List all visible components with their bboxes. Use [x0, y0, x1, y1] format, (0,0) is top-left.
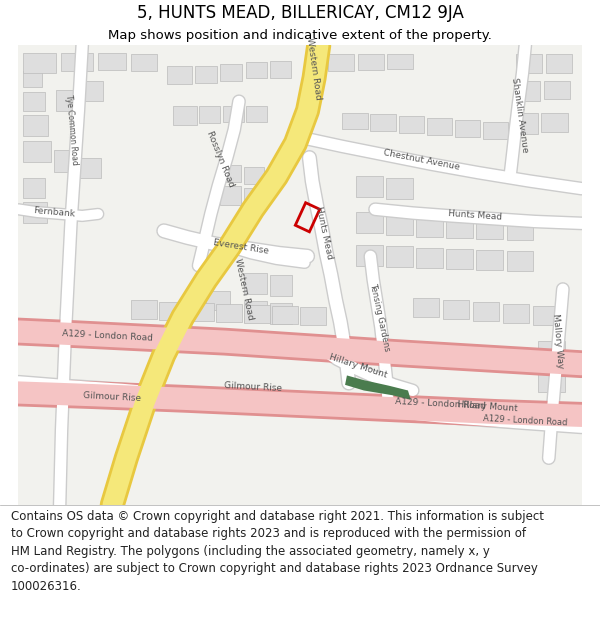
Polygon shape: [61, 52, 94, 71]
Text: Western Road: Western Road: [305, 37, 323, 100]
Polygon shape: [483, 122, 508, 139]
Polygon shape: [244, 188, 265, 206]
Polygon shape: [386, 214, 413, 234]
Polygon shape: [23, 92, 44, 111]
Text: Tensing Gardens: Tensing Gardens: [368, 282, 391, 352]
Polygon shape: [514, 81, 541, 101]
Polygon shape: [476, 249, 503, 270]
Polygon shape: [503, 304, 529, 323]
Polygon shape: [220, 186, 241, 204]
Polygon shape: [328, 54, 355, 71]
Polygon shape: [345, 376, 411, 400]
Polygon shape: [220, 64, 242, 81]
Polygon shape: [270, 61, 290, 78]
Polygon shape: [388, 54, 413, 69]
Polygon shape: [23, 202, 47, 223]
Text: Gilmour Rise: Gilmour Rise: [224, 381, 282, 392]
Text: Hillary Mount: Hillary Mount: [457, 400, 518, 413]
Polygon shape: [533, 306, 559, 325]
Text: Hunts Mead: Hunts Mead: [314, 206, 334, 260]
Polygon shape: [215, 304, 242, 322]
Polygon shape: [245, 62, 267, 78]
Text: Shanklin Avenue: Shanklin Avenue: [510, 78, 529, 154]
Polygon shape: [82, 81, 103, 101]
Polygon shape: [23, 178, 44, 198]
Polygon shape: [546, 54, 572, 73]
Text: Contains OS data © Crown copyright and database right 2021. This information is : Contains OS data © Crown copyright and d…: [11, 510, 544, 592]
Text: Hunts Mead: Hunts Mead: [448, 209, 503, 222]
Polygon shape: [272, 306, 298, 324]
Text: Western Road: Western Road: [233, 258, 254, 321]
Polygon shape: [131, 54, 157, 71]
Polygon shape: [131, 301, 157, 319]
Polygon shape: [244, 167, 265, 184]
Polygon shape: [370, 114, 396, 131]
Text: Tye Common Road: Tye Common Road: [64, 94, 79, 165]
Polygon shape: [416, 216, 443, 236]
Text: 5, HUNTS MEAD, BILLERICAY, CM12 9JA: 5, HUNTS MEAD, BILLERICAY, CM12 9JA: [137, 4, 463, 22]
Polygon shape: [446, 217, 473, 238]
Polygon shape: [54, 150, 77, 172]
Polygon shape: [244, 305, 270, 323]
Polygon shape: [23, 141, 51, 162]
Polygon shape: [342, 112, 368, 129]
Polygon shape: [159, 302, 185, 320]
Polygon shape: [195, 66, 217, 82]
Polygon shape: [79, 158, 101, 178]
Polygon shape: [173, 106, 197, 125]
Polygon shape: [358, 54, 385, 71]
Text: Mallory Way: Mallory Way: [551, 313, 565, 369]
Polygon shape: [386, 178, 413, 199]
Polygon shape: [167, 66, 192, 84]
Polygon shape: [356, 212, 383, 232]
Polygon shape: [23, 116, 49, 136]
Polygon shape: [538, 374, 565, 392]
Text: A129 - London Road: A129 - London Road: [62, 329, 153, 343]
Polygon shape: [516, 54, 542, 73]
Polygon shape: [23, 52, 56, 73]
Text: Chestnut Avenue: Chestnut Avenue: [383, 148, 461, 171]
Polygon shape: [206, 291, 230, 310]
Polygon shape: [270, 303, 292, 324]
Polygon shape: [199, 106, 220, 123]
Polygon shape: [23, 71, 42, 88]
Text: Map shows position and indicative extent of the property.: Map shows position and indicative extent…: [108, 29, 492, 42]
Polygon shape: [506, 219, 533, 240]
Polygon shape: [538, 341, 565, 359]
Polygon shape: [270, 275, 292, 296]
Polygon shape: [244, 301, 267, 322]
Polygon shape: [98, 52, 127, 71]
Polygon shape: [356, 245, 383, 266]
Polygon shape: [398, 116, 424, 133]
Text: Fernbank: Fernbank: [33, 206, 75, 218]
Polygon shape: [455, 120, 480, 137]
Text: Gilmour Rise: Gilmour Rise: [83, 391, 142, 403]
Polygon shape: [413, 299, 439, 318]
Polygon shape: [443, 301, 469, 319]
Polygon shape: [300, 307, 326, 325]
Polygon shape: [244, 273, 267, 294]
Polygon shape: [386, 246, 413, 266]
Polygon shape: [476, 219, 503, 239]
Polygon shape: [506, 251, 533, 271]
Polygon shape: [541, 112, 568, 132]
Polygon shape: [247, 106, 267, 122]
Polygon shape: [220, 165, 241, 182]
Text: A129 - London Road: A129 - London Road: [395, 397, 487, 411]
Text: Rosslyn Road: Rosslyn Road: [205, 130, 236, 189]
Polygon shape: [187, 303, 214, 321]
Polygon shape: [427, 118, 452, 135]
Polygon shape: [544, 81, 571, 99]
Polygon shape: [473, 302, 499, 321]
Polygon shape: [446, 249, 473, 269]
Polygon shape: [416, 248, 443, 268]
Text: A129 - London Road: A129 - London Road: [483, 414, 568, 428]
Polygon shape: [187, 291, 204, 308]
Polygon shape: [511, 112, 538, 134]
Polygon shape: [56, 90, 79, 111]
Polygon shape: [356, 176, 383, 197]
Polygon shape: [223, 106, 244, 122]
Text: Hillary Mount: Hillary Mount: [328, 352, 388, 380]
Text: Everest Rise: Everest Rise: [212, 238, 269, 256]
